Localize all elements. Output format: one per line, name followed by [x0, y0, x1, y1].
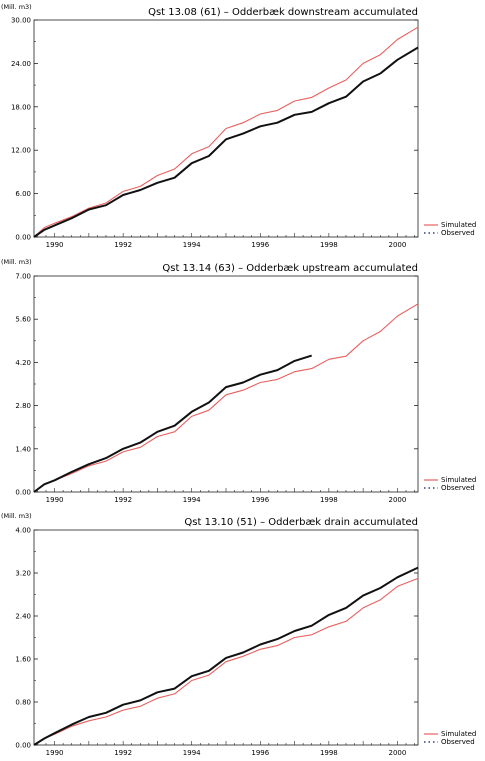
legend-label-simulated: Simulated — [441, 476, 476, 484]
y-tick-label: 4.00 — [15, 527, 31, 535]
x-tick-label: 1990 — [46, 496, 64, 504]
x-tick-label: 2000 — [389, 749, 407, 757]
series-line-observed — [33, 354, 312, 493]
plot-frame — [33, 529, 419, 746]
series-line-simulated — [33, 26, 419, 238]
y-axis-unit-label: (Mill. m3) — [1, 258, 32, 266]
y-tick-label: 2.80 — [15, 402, 31, 410]
x-tick-label: 1994 — [183, 241, 201, 249]
chart-title: Qst 13.14 (63) – Odderbæk upstream accum… — [162, 263, 418, 274]
y-tick-label: 0.00 — [15, 234, 31, 242]
x-tick-label: 1994 — [183, 749, 201, 757]
series-line-observed — [33, 46, 419, 238]
chart-panel-3: Qst 13.10 (51) – Odderbæk drain accumula… — [1, 512, 476, 757]
x-tick-label: 1992 — [114, 749, 132, 757]
x-tick-label: 1992 — [114, 496, 132, 504]
y-tick-label: 7.00 — [15, 273, 31, 281]
x-tick-label: 1996 — [251, 749, 269, 757]
y-tick-label: 18.00 — [11, 103, 31, 111]
y-tick-label: 3.20 — [15, 570, 31, 578]
y-axis-unit-label: (Mill. m3) — [1, 512, 32, 520]
legend-label-simulated: Simulated — [441, 730, 476, 738]
y-tick-label: 24.00 — [11, 60, 31, 68]
y-tick-label: 2.40 — [15, 613, 31, 621]
y-tick-label: 12.00 — [11, 147, 31, 155]
x-tick-label: 2000 — [389, 241, 407, 249]
x-tick-label: 2000 — [389, 496, 407, 504]
series-line-simulated — [33, 303, 419, 493]
legend-label-observed: Observed — [441, 229, 475, 237]
y-tick-label: 1.60 — [15, 656, 31, 664]
x-tick-label: 1998 — [320, 496, 338, 504]
y-tick-label: 30.00 — [11, 17, 31, 25]
legend-label-observed: Observed — [441, 484, 475, 492]
chart-title: Qst 13.08 (61) – Odderbæk downstream acc… — [148, 7, 418, 18]
chart-panel-1: Qst 13.08 (61) – Odderbæk downstream acc… — [1, 3, 476, 249]
x-tick-label: 1992 — [114, 241, 132, 249]
y-tick-label: 1.40 — [15, 445, 31, 453]
y-tick-label: 5.60 — [15, 316, 31, 324]
chart-title: Qst 13.10 (51) – Odderbæk drain accumula… — [184, 517, 418, 528]
y-axis-unit-label: (Mill. m3) — [1, 3, 32, 11]
plot-frame — [33, 275, 419, 493]
y-tick-label: 4.20 — [15, 359, 31, 367]
y-tick-label: 6.00 — [15, 190, 31, 198]
y-tick-label: 0.00 — [15, 489, 31, 497]
x-tick-label: 1994 — [183, 496, 201, 504]
legend-label-simulated: Simulated — [441, 221, 476, 229]
y-tick-label: 0.80 — [15, 699, 31, 707]
series-line-observed — [33, 566, 419, 746]
x-tick-label: 1998 — [320, 241, 338, 249]
x-tick-label: 1990 — [46, 749, 64, 757]
x-tick-label: 1996 — [251, 241, 269, 249]
series-line-simulated — [33, 577, 419, 746]
x-tick-label: 1996 — [251, 496, 269, 504]
y-tick-label: 0.00 — [15, 742, 31, 750]
legend-label-observed: Observed — [441, 738, 475, 746]
chart-panel-2: Qst 13.14 (63) – Odderbæk upstream accum… — [1, 258, 476, 504]
x-tick-label: 1998 — [320, 749, 338, 757]
x-tick-label: 1990 — [46, 241, 64, 249]
